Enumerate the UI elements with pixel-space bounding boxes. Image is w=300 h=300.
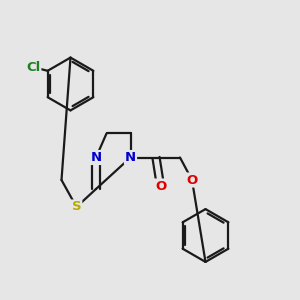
Text: N: N — [125, 151, 136, 164]
Text: O: O — [155, 179, 166, 193]
Text: O: O — [186, 173, 198, 187]
Text: Cl: Cl — [26, 61, 40, 74]
Text: N: N — [90, 151, 102, 164]
Text: S: S — [72, 200, 81, 214]
